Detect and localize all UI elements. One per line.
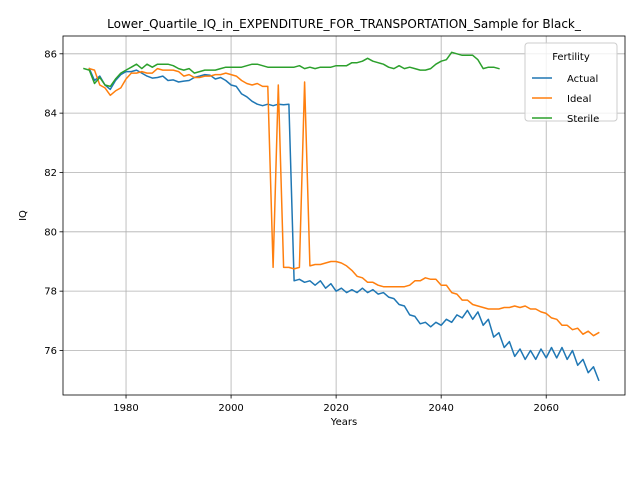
- y-tick-label: 84: [44, 109, 57, 120]
- x-tick-label: 2060: [533, 403, 558, 414]
- legend: Fertility Actual Ideal Sterile: [524, 42, 618, 125]
- y-tick-label: 82: [44, 168, 57, 179]
- x-tick-label: 1980: [113, 403, 138, 414]
- axis-ticks: 1980 2000 2020 2040 2060 76 78 80 82 84 86: [44, 49, 559, 414]
- y-tick-label: 80: [44, 227, 57, 238]
- chart-title: Lower_Quartile_IQ_in_EXPENDITURE_FOR_TRA…: [107, 17, 582, 31]
- x-axis-title: Years: [330, 417, 357, 428]
- series-line-ideal: [88, 67, 600, 337]
- x-tick-label: 2040: [428, 403, 453, 414]
- legend-label-ideal: Ideal: [567, 94, 591, 105]
- series-line-sterile: [83, 51, 500, 88]
- legend-entries: Actual Ideal Sterile: [532, 74, 599, 125]
- y-tick-label: 78: [44, 287, 57, 298]
- legend-title: Fertility: [552, 52, 590, 63]
- x-tick-label: 2020: [323, 403, 348, 414]
- legend-label-sterile: Sterile: [567, 114, 599, 125]
- y-tick-label: 86: [44, 49, 57, 60]
- y-axis-title: IQ: [18, 210, 29, 221]
- legend-label-actual: Actual: [567, 74, 598, 85]
- legend-box: [524, 42, 618, 122]
- series-line-actual: [88, 67, 600, 382]
- plot-frame: [62, 35, 626, 396]
- y-tick-label: 76: [44, 346, 57, 357]
- x-tick-label: 2000: [218, 403, 243, 414]
- series-layer: [83, 51, 600, 382]
